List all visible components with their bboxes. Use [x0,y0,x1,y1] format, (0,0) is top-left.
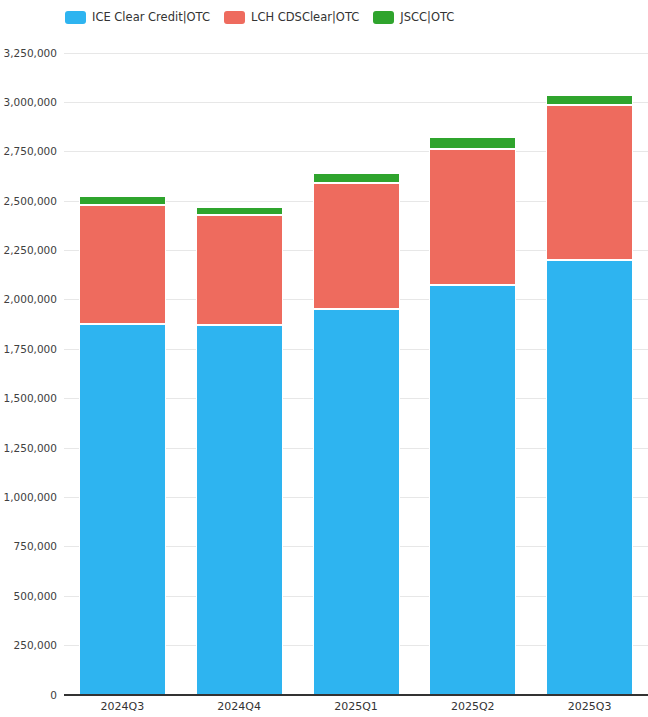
bar-segment-2025Q1-series-1[interactable] [313,309,400,695]
y-axis-tick-label: 2,000,000 [4,293,57,305]
x-axis-line [64,694,648,696]
bar-segment-2025Q3-series-2[interactable] [546,105,633,260]
bar-segment-2024Q3-series-1[interactable] [79,324,166,695]
legend-item-3[interactable]: JSCC|OTC [373,10,454,24]
y-axis-tick-label: 500,000 [14,590,57,602]
legend-label: ICE Clear Credit|OTC [92,10,210,24]
bar-segment-2025Q2-series-1[interactable] [429,285,516,695]
legend-swatch-icon [224,11,245,24]
bar-segment-2025Q1-series-2[interactable] [313,183,400,308]
x-axis-tick-label: 2024Q4 [181,700,298,713]
x-axis-tick-label: 2025Q2 [414,700,531,713]
bar-segment-2025Q1-series-3[interactable] [313,173,400,183]
y-axis-tick-label: 2,500,000 [4,195,57,207]
bar-segment-2024Q4-series-2[interactable] [196,215,283,325]
bar-segment-2025Q3-series-1[interactable] [546,260,633,695]
y-axis-tick-label: 3,250,000 [4,47,57,59]
bar-segment-2024Q4-series-1[interactable] [196,325,283,695]
y-axis-tick-label: 1,250,000 [4,442,57,454]
y-axis-tick-label: 1,750,000 [4,343,57,355]
y-gridline [64,53,648,54]
legend-swatch-icon [373,11,394,24]
y-axis-tick-label: 0 [50,689,57,701]
chart-legend: ICE Clear Credit|OTC LCH CDSClear|OTC JSCC… [65,10,454,24]
y-axis-tick-label: 750,000 [14,540,57,552]
bar-segment-2024Q4-series-3[interactable] [196,207,283,215]
bar-segment-2025Q3-series-3[interactable] [546,95,633,105]
stacked-bar-chart: ICE Clear Credit|OTC LCH CDSClear|OTC JSCC… [0,0,648,717]
legend-item-2[interactable]: LCH CDSClear|OTC [224,10,359,24]
legend-swatch-icon [65,11,86,24]
y-axis-tick-label: 250,000 [14,639,57,651]
bar-segment-2024Q3-series-2[interactable] [79,205,166,324]
bar-segment-2025Q2-series-3[interactable] [429,137,516,149]
legend-label: LCH CDSClear|OTC [251,10,359,24]
bar-segment-2024Q3-series-3[interactable] [79,196,166,205]
legend-item-1[interactable]: ICE Clear Credit|OTC [65,10,210,24]
x-axis-tick-label: 2025Q1 [298,700,415,713]
y-axis-tick-label: 1,500,000 [4,392,57,404]
x-axis-tick-label: 2025Q3 [531,700,648,713]
y-axis-tick-label: 2,750,000 [4,145,57,157]
bar-segment-2025Q2-series-2[interactable] [429,149,516,285]
y-axis-tick-label: 1,000,000 [4,491,57,503]
x-axis-tick-label: 2024Q3 [64,700,181,713]
legend-label: JSCC|OTC [400,10,454,24]
y-axis-tick-label: 3,000,000 [4,96,57,108]
y-axis-tick-label: 2,250,000 [4,244,57,256]
